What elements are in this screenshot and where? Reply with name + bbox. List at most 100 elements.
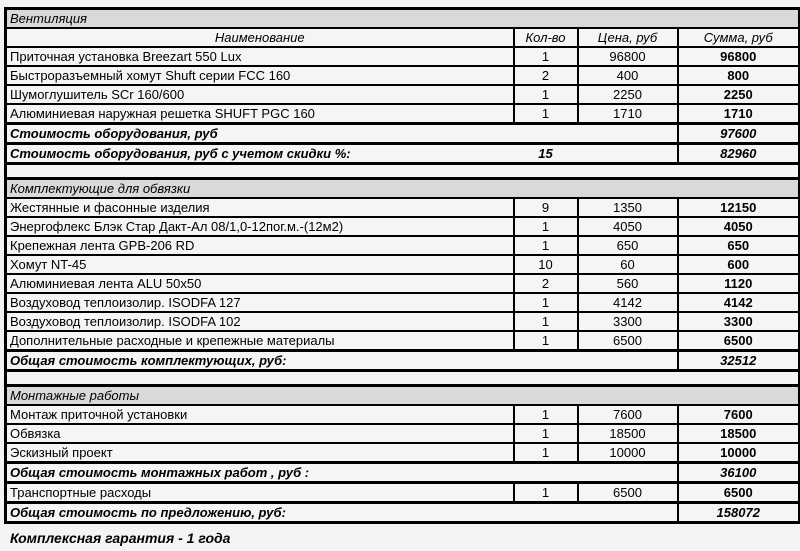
item-sum-cell: 800	[676, 65, 800, 86]
item-sum-cell: 7600	[676, 404, 800, 425]
item-name-cell: Дополнительные расходные и крепежные мат…	[4, 330, 515, 352]
item-sum-cell: 12150	[676, 197, 800, 218]
section-spacer-row	[4, 162, 800, 180]
total-sum-cell: 158072	[676, 501, 800, 524]
item-qty-cell: 2	[512, 273, 579, 294]
item-price-cell: 10000	[576, 442, 679, 464]
item-price-cell: 650	[576, 235, 679, 256]
price-quote-document: Вентиляция Наименование Кол-во Цена, руб Сум…	[4, 7, 800, 546]
item-sum-cell: 2250	[676, 84, 800, 105]
item-sum-cell: 3300	[676, 311, 800, 332]
section-title-cell: Монтажные работы	[4, 384, 800, 406]
total-row: Стоимость оборудования, руб 97600	[4, 122, 800, 145]
item-qty-cell: 1	[512, 235, 579, 256]
item-name-cell: Транспортные расходы	[4, 481, 515, 504]
item-row: Крепежная лента GPB-206 RD 1 650 650	[4, 235, 800, 256]
column-header-price: Цена, руб	[576, 27, 679, 48]
section-title-row: Монтажные работы	[4, 384, 800, 406]
item-sum-cell: 4142	[676, 292, 800, 313]
item-name-cell: Быстроразъемный хомут Shuft серии FCC 16…	[4, 65, 515, 86]
item-sum-cell: 650	[676, 235, 800, 256]
item-price-cell: 60	[576, 254, 679, 275]
total-qty-cell	[513, 501, 578, 524]
total-sum-cell: 32512	[676, 349, 800, 372]
item-row: Обвязка 1 18500 18500	[4, 423, 800, 444]
total-qty-cell	[513, 461, 578, 484]
item-name-cell: Эскизный проект	[4, 442, 515, 464]
item-name-cell: Хомут NT-45	[4, 254, 515, 275]
item-qty-cell: 1	[512, 404, 579, 425]
item-name-cell: Монтаж приточной установки	[4, 404, 515, 425]
item-sum-cell: 600	[676, 254, 800, 275]
total-row: Общая стоимость монтажных работ , руб : 3…	[4, 461, 800, 484]
spacer-cell	[4, 162, 800, 180]
item-qty-cell: 1	[512, 84, 579, 105]
item-price-cell: 96800	[576, 46, 679, 67]
item-row: Жестянные и фасонные изделия 9 1350 12150	[4, 197, 800, 218]
item-qty-cell: 1	[512, 292, 579, 313]
item-row: Дополнительные расходные и крепежные мат…	[4, 330, 800, 352]
total-price-cell	[577, 461, 678, 484]
column-header-sum: Сумма, руб	[676, 27, 800, 48]
item-qty-cell: 1	[512, 330, 579, 352]
item-row: Быстроразъемный хомут Shuft серии FCC 16…	[4, 65, 800, 86]
item-qty-cell: 1	[512, 103, 579, 125]
item-row: Алюминиевая лента ALU 50x50 2 560 1120	[4, 273, 800, 294]
item-price-cell: 560	[576, 273, 679, 294]
item-row: Хомут NT-45 10 60 600	[4, 254, 800, 275]
item-price-cell: 6500	[576, 481, 679, 504]
item-price-cell: 7600	[576, 404, 679, 425]
item-row: Эскизный проект 1 10000 10000	[4, 442, 800, 464]
section-title-row: Вентиляция	[4, 7, 800, 29]
total-price-cell	[577, 122, 678, 145]
total-row: Стоимость оборудования, руб с учетом ски…	[4, 142, 800, 165]
section-title-cell: Комплектующие для обвязки	[4, 177, 800, 199]
item-sum-cell: 1710	[676, 103, 800, 125]
item-qty-cell: 9	[512, 197, 579, 218]
total-sum-cell: 97600	[676, 122, 800, 145]
total-label-cell: Общая стоимость комплектующих, руб:	[4, 349, 514, 372]
item-row: Воздуховод теплоизолир. ISODFA 102 1 3300 3…	[4, 311, 800, 332]
total-row: Общая стоимость комплектующих, руб: 32512	[4, 349, 800, 372]
item-sum-cell: 6500	[676, 330, 800, 352]
item-qty-cell: 1	[512, 442, 579, 464]
item-row: Алюминиевая наружная решетка SHUFT PGC 1…	[4, 103, 800, 125]
total-price-cell	[577, 142, 678, 165]
item-price-cell: 4050	[576, 216, 679, 237]
item-qty-cell: 1	[512, 46, 579, 67]
total-row: Общая стоимость по предложению, руб: 1580…	[4, 501, 800, 524]
total-label-cell: Общая стоимость по предложению, руб:	[4, 501, 514, 524]
item-sum-cell: 10000	[676, 442, 800, 464]
item-price-cell: 2250	[576, 84, 679, 105]
item-row: Транспортные расходы 1 6500 6500	[4, 481, 800, 504]
total-label-cell: Стоимость оборудования, руб	[4, 122, 514, 145]
item-name-cell: Алюминиевая лента ALU 50x50	[4, 273, 515, 294]
item-sum-cell: 18500	[676, 423, 800, 444]
item-sum-cell: 6500	[676, 481, 800, 504]
item-row: Приточная установка Breezart 550 Lux 1 968…	[4, 46, 800, 67]
section-spacer-row	[4, 369, 800, 387]
item-row: Воздуховод теплоизолир. ISODFA 127 1 4142 4…	[4, 292, 800, 313]
total-sum-cell: 36100	[676, 461, 800, 484]
column-header-name: Наименование	[4, 27, 515, 48]
item-price-cell: 18500	[576, 423, 679, 444]
item-name-cell: Энергофлекс Блэк Стар Дакт-Ал 08/1,0-12п…	[4, 216, 515, 237]
item-price-cell: 6500	[576, 330, 679, 352]
item-name-cell: Обвязка	[4, 423, 515, 444]
item-row: Шумоглушитель SCr 160/600 1 2250 2250	[4, 84, 800, 105]
item-qty-cell: 1	[512, 481, 579, 504]
spacer-cell	[4, 369, 800, 387]
item-price-cell: 400	[576, 65, 679, 86]
section-title-row: Комплектующие для обвязки	[4, 177, 800, 199]
total-qty-cell	[513, 122, 578, 145]
warranty-note: Комплексная гарантия - 1 года	[10, 530, 231, 546]
total-price-cell	[577, 501, 678, 524]
item-qty-cell: 1	[512, 311, 579, 332]
total-price-cell	[577, 349, 678, 372]
item-price-cell: 1350	[576, 197, 679, 218]
item-qty-cell: 2	[512, 65, 579, 86]
item-name-cell: Крепежная лента GPB-206 RD	[4, 235, 515, 256]
column-header-qty: Кол-во	[512, 27, 579, 48]
item-name-cell: Приточная установка Breezart 550 Lux	[4, 46, 515, 67]
item-name-cell: Алюминиевая наружная решетка SHUFT PGC 1…	[4, 103, 515, 125]
